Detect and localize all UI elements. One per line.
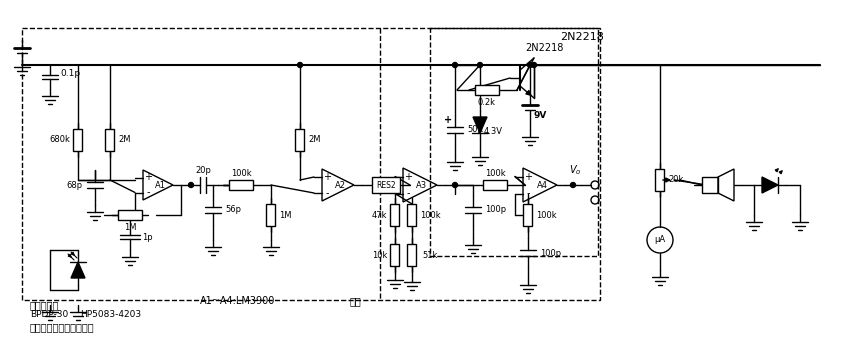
Text: 680k: 680k xyxy=(49,136,70,145)
Text: RES2: RES2 xyxy=(375,180,395,189)
Text: 和型号相当的光敏二极管: 和型号相当的光敏二极管 xyxy=(30,322,95,332)
Text: 0.1p: 0.1p xyxy=(60,68,80,78)
Text: 2N2218: 2N2218 xyxy=(524,43,563,53)
Text: +: + xyxy=(523,172,531,182)
Text: 屏蔽: 屏蔽 xyxy=(350,296,362,306)
Bar xyxy=(73,129,83,151)
Text: A2: A2 xyxy=(334,180,345,189)
Bar xyxy=(266,204,276,226)
Text: 68p: 68p xyxy=(67,180,83,189)
Text: 100k: 100k xyxy=(536,210,556,220)
Text: 2N2218: 2N2218 xyxy=(560,32,604,42)
Text: 20k: 20k xyxy=(667,176,683,184)
Text: 4.3V: 4.3V xyxy=(483,126,503,136)
Circle shape xyxy=(189,183,193,188)
Bar xyxy=(407,204,416,226)
Bar xyxy=(390,244,399,266)
Text: HP5083-4203: HP5083-4203 xyxy=(80,310,141,319)
Text: 20p: 20p xyxy=(195,166,211,175)
Text: 100k: 100k xyxy=(231,169,251,178)
Text: 2M: 2M xyxy=(307,136,320,145)
Text: 2M: 2M xyxy=(118,136,130,145)
Text: -: - xyxy=(325,188,328,198)
Text: 发光二极管: 发光二极管 xyxy=(30,300,59,310)
Bar xyxy=(118,210,142,220)
Text: 100p: 100p xyxy=(485,205,505,215)
Text: 9V: 9V xyxy=(533,110,547,120)
Polygon shape xyxy=(473,117,486,133)
Text: A1~A4:LM3900: A1~A4:LM3900 xyxy=(200,296,275,306)
Bar xyxy=(654,169,664,191)
Circle shape xyxy=(452,63,457,68)
Circle shape xyxy=(477,63,482,68)
Bar xyxy=(372,177,400,193)
Circle shape xyxy=(297,63,302,68)
Text: 50μ: 50μ xyxy=(467,126,482,135)
Text: 100p: 100p xyxy=(539,248,561,257)
Circle shape xyxy=(527,63,532,68)
Polygon shape xyxy=(761,177,777,193)
Bar xyxy=(482,180,506,190)
Bar xyxy=(523,204,532,226)
Text: A4: A4 xyxy=(536,180,547,189)
Bar xyxy=(390,204,399,226)
Text: -: - xyxy=(146,188,150,198)
Bar xyxy=(22,28,599,300)
Text: 1p: 1p xyxy=(142,232,152,241)
Text: 1M: 1M xyxy=(279,210,291,220)
Bar xyxy=(295,129,304,151)
Text: 0.2k: 0.2k xyxy=(478,98,495,107)
Circle shape xyxy=(531,63,536,68)
Text: BPDP-30: BPDP-30 xyxy=(30,310,68,319)
Text: 47k: 47k xyxy=(371,210,387,220)
Text: 51k: 51k xyxy=(422,251,437,260)
Circle shape xyxy=(452,183,457,188)
Text: A1: A1 xyxy=(154,180,165,189)
Text: +: + xyxy=(404,172,412,182)
Circle shape xyxy=(570,183,575,188)
Text: 56p: 56p xyxy=(225,205,241,215)
Text: +: + xyxy=(144,173,152,183)
Text: -: - xyxy=(525,188,530,199)
Text: 100k: 100k xyxy=(484,169,505,178)
Text: μA: μA xyxy=(653,236,665,245)
Text: 100k: 100k xyxy=(419,210,440,220)
Text: -: - xyxy=(406,188,409,199)
Text: +: + xyxy=(443,115,451,125)
Bar xyxy=(105,129,115,151)
Bar xyxy=(229,180,253,190)
Polygon shape xyxy=(71,262,85,278)
Text: 1M: 1M xyxy=(124,223,136,232)
Text: $V_o$: $V_o$ xyxy=(568,163,580,177)
Text: 10k: 10k xyxy=(371,251,387,260)
Bar xyxy=(474,85,499,95)
Bar xyxy=(701,177,717,193)
Text: +: + xyxy=(323,172,331,182)
Text: A3: A3 xyxy=(416,180,427,189)
Bar xyxy=(430,28,598,256)
Bar xyxy=(407,244,416,266)
